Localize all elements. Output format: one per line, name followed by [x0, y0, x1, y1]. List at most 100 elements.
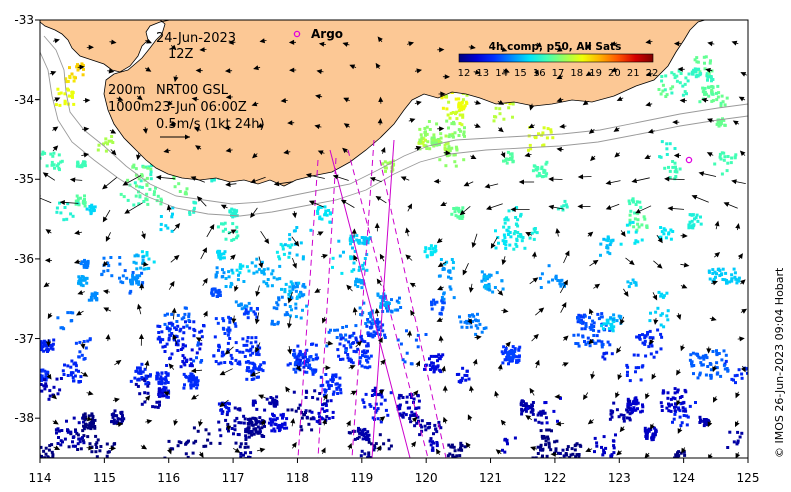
sst-pixel — [312, 368, 316, 372]
argo-float-marker[interactable] — [685, 156, 693, 164]
sst-pixel — [166, 395, 170, 399]
current-vectors — [40, 36, 748, 458]
current-arrow — [86, 445, 94, 451]
sst-pixel — [649, 311, 652, 315]
sst-pixel — [395, 299, 399, 303]
current-arrow — [559, 279, 568, 294]
sst-pixel — [711, 99, 715, 103]
sst-pixel — [532, 237, 536, 241]
scale-arrow — [160, 134, 190, 140]
sst-pixel — [459, 446, 462, 450]
sst-pixel — [458, 113, 462, 117]
sst-pixel — [339, 334, 343, 338]
sst-pixel — [230, 238, 234, 242]
sst-pixel — [196, 341, 200, 345]
sst-pixel — [595, 441, 599, 445]
argo-float-marker[interactable] — [293, 30, 301, 38]
sst-pixel — [416, 345, 420, 349]
sst-pixel — [300, 416, 304, 420]
sst-pixel — [431, 138, 435, 142]
current-arrow — [80, 371, 89, 377]
current-arrow — [442, 416, 448, 424]
sst-pixel — [447, 275, 450, 279]
sst-pixel — [640, 223, 644, 227]
sst-pixel — [447, 100, 451, 104]
current-arrow — [468, 283, 474, 293]
sst-pixel — [386, 309, 389, 313]
current-arrow — [400, 176, 410, 182]
sst-pixel — [54, 103, 58, 107]
sst-pixel — [558, 452, 562, 455]
sst-pixel — [425, 125, 429, 129]
sst-pixel — [220, 256, 224, 260]
sst-pixel — [81, 260, 84, 264]
sst-pixel — [667, 409, 671, 413]
sst-pixel — [372, 330, 376, 334]
sst-pixel — [130, 278, 134, 282]
sst-pixel — [189, 384, 193, 388]
sst-pixel — [119, 411, 123, 415]
sst-pixel — [707, 94, 711, 98]
sst-pixel — [293, 285, 297, 289]
sst-pixel — [668, 169, 672, 173]
sst-pixel — [161, 338, 165, 342]
sst-pixel — [627, 406, 631, 410]
sst-pixel — [539, 443, 543, 447]
sst-pixel — [536, 445, 540, 449]
sst-pixel — [255, 315, 259, 319]
sst-pixel — [144, 165, 147, 169]
sst-pixel — [324, 388, 328, 392]
sst-pixel — [352, 331, 356, 335]
current-arrow — [314, 124, 322, 130]
sst-pixel — [674, 405, 678, 409]
sst-pixel — [403, 360, 407, 364]
sst-pixel — [699, 361, 703, 365]
sst-pixel — [425, 147, 429, 150]
sst-pixel — [63, 92, 67, 96]
lat-tick-label: -33 — [14, 13, 34, 27]
sst-pixel — [187, 318, 191, 322]
sst-pixel — [644, 429, 648, 433]
sst-pixel — [663, 88, 667, 92]
sst-pixel — [484, 283, 487, 287]
sst-pixel — [504, 350, 508, 354]
sst-pixel — [370, 442, 373, 446]
sst-pixel — [202, 324, 206, 328]
sst-pixel — [273, 398, 277, 402]
sst-pixel — [87, 298, 91, 302]
sst-pixel — [220, 351, 224, 355]
sst-pixel — [282, 252, 286, 256]
sst-pixel — [636, 212, 640, 216]
sst-pixel — [383, 336, 387, 339]
sst-pixel — [666, 309, 670, 313]
sst-pixel — [294, 409, 298, 413]
sst-pixel — [527, 148, 530, 152]
sst-pixel — [541, 144, 545, 148]
sst-pixel — [40, 152, 44, 156]
sst-pixel — [36, 373, 39, 376]
sst-pixel — [288, 305, 292, 308]
sst-pixel — [432, 142, 436, 146]
sst-pixel — [627, 285, 631, 289]
sst-pixel — [632, 406, 636, 410]
sst-pixel — [544, 439, 548, 443]
sst-pixel — [702, 55, 706, 59]
sst-pixel — [80, 353, 84, 357]
current-arrow — [468, 385, 474, 393]
current-arrow — [561, 362, 569, 367]
sst-pixel — [327, 209, 331, 212]
sst-pixel — [455, 117, 459, 121]
sst-pixel — [288, 362, 292, 366]
current-arrow — [410, 441, 417, 448]
current-arrow — [342, 42, 350, 47]
sst-pixel — [643, 339, 647, 343]
current-arrow — [582, 392, 589, 401]
sst-pixel — [376, 417, 380, 421]
sst-pixel — [398, 412, 402, 416]
sst-pixel — [596, 312, 600, 316]
sst-pixel — [238, 407, 242, 411]
sst-pixel — [698, 415, 702, 419]
sst-pixel — [363, 257, 367, 260]
sst-pixel — [132, 203, 136, 207]
sst-pixel — [176, 444, 180, 448]
